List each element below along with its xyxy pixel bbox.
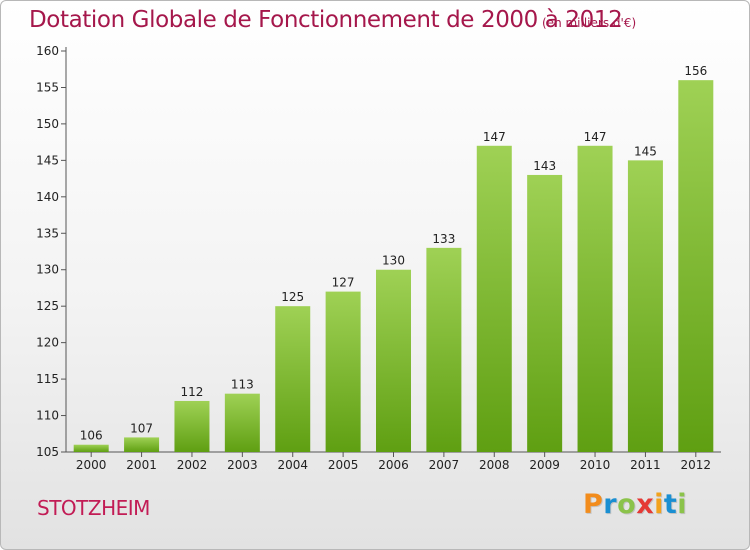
axes: 105 110 115 120 125 130 135 140 145 150 155 160 2000… bbox=[36, 44, 721, 472]
data-label: 106 bbox=[80, 429, 103, 443]
y-tick-label: 160 bbox=[36, 44, 59, 58]
logo-letter: x bbox=[636, 489, 655, 520]
bar bbox=[124, 437, 160, 452]
data-label: 125 bbox=[281, 290, 304, 304]
data-label: 145 bbox=[634, 144, 657, 158]
bar bbox=[325, 291, 361, 452]
bar bbox=[527, 174, 563, 453]
logo-letter: P bbox=[583, 489, 604, 520]
x-tick-label: 2002 bbox=[177, 458, 208, 472]
data-label: 113 bbox=[231, 378, 254, 392]
y-tick-label: 105 bbox=[36, 445, 59, 459]
bar bbox=[275, 306, 311, 452]
chart-subtitle: (en milliers d'€) bbox=[542, 16, 637, 30]
y-tick-label: 145 bbox=[36, 153, 59, 167]
data-label: 147 bbox=[584, 130, 607, 144]
bar bbox=[476, 145, 512, 453]
y-tick-label: 115 bbox=[36, 372, 59, 386]
chart-title: Dotation Globale de Fonctionnement de 20… bbox=[29, 7, 623, 33]
bar bbox=[224, 393, 260, 452]
data-label: 130 bbox=[382, 254, 405, 268]
bar bbox=[426, 247, 462, 452]
data-label: 143 bbox=[533, 159, 556, 173]
x-tick-label: 2003 bbox=[227, 458, 258, 472]
logo-letter: i bbox=[654, 489, 664, 520]
x-tick-label: 2009 bbox=[529, 458, 560, 472]
x-tick-label: 2005 bbox=[328, 458, 359, 472]
commune-name: STOTZHEIM bbox=[37, 496, 150, 520]
bar bbox=[627, 160, 663, 452]
logo-letter: o bbox=[617, 489, 637, 520]
logo-letter: r bbox=[603, 489, 618, 520]
x-tick-label: 2006 bbox=[378, 458, 409, 472]
data-label: 107 bbox=[130, 421, 153, 435]
y-tick-label: 110 bbox=[36, 409, 59, 423]
logo-letter: i bbox=[677, 489, 688, 520]
logo-letter: t bbox=[663, 489, 678, 520]
data-label: 147 bbox=[483, 130, 506, 144]
value-labels: 106 107 112 113 125 127 130 133 147 143 147 145 156 bbox=[80, 64, 708, 443]
x-tick-label: 2000 bbox=[76, 458, 107, 472]
y-tick-label: 135 bbox=[36, 226, 59, 240]
bar bbox=[678, 80, 714, 452]
x-tick-label: 2007 bbox=[429, 458, 460, 472]
y-tick-label: 140 bbox=[36, 190, 59, 204]
y-tick-label: 125 bbox=[36, 299, 59, 313]
proxiti-logo: Proxiti bbox=[583, 489, 687, 520]
y-tick-label: 155 bbox=[36, 80, 59, 94]
x-tick-label: 2011 bbox=[630, 458, 661, 472]
y-tick-label: 130 bbox=[36, 263, 59, 277]
y-tick-label: 120 bbox=[36, 336, 59, 350]
bar bbox=[376, 269, 411, 452]
x-tick-label: 2008 bbox=[479, 458, 510, 472]
x-tick-label: 2001 bbox=[126, 458, 157, 472]
y-tick-label: 150 bbox=[36, 117, 59, 131]
bars bbox=[73, 80, 714, 453]
x-tick-label: 2012 bbox=[681, 458, 712, 472]
data-label: 156 bbox=[684, 64, 707, 78]
x-tick-label: 2004 bbox=[277, 458, 308, 472]
data-label: 112 bbox=[181, 385, 204, 399]
bar bbox=[577, 145, 613, 453]
x-tick-label: 2010 bbox=[580, 458, 611, 472]
data-label: 127 bbox=[332, 276, 355, 290]
data-label: 133 bbox=[432, 232, 455, 246]
bar bbox=[174, 400, 210, 452]
bar bbox=[73, 444, 109, 452]
